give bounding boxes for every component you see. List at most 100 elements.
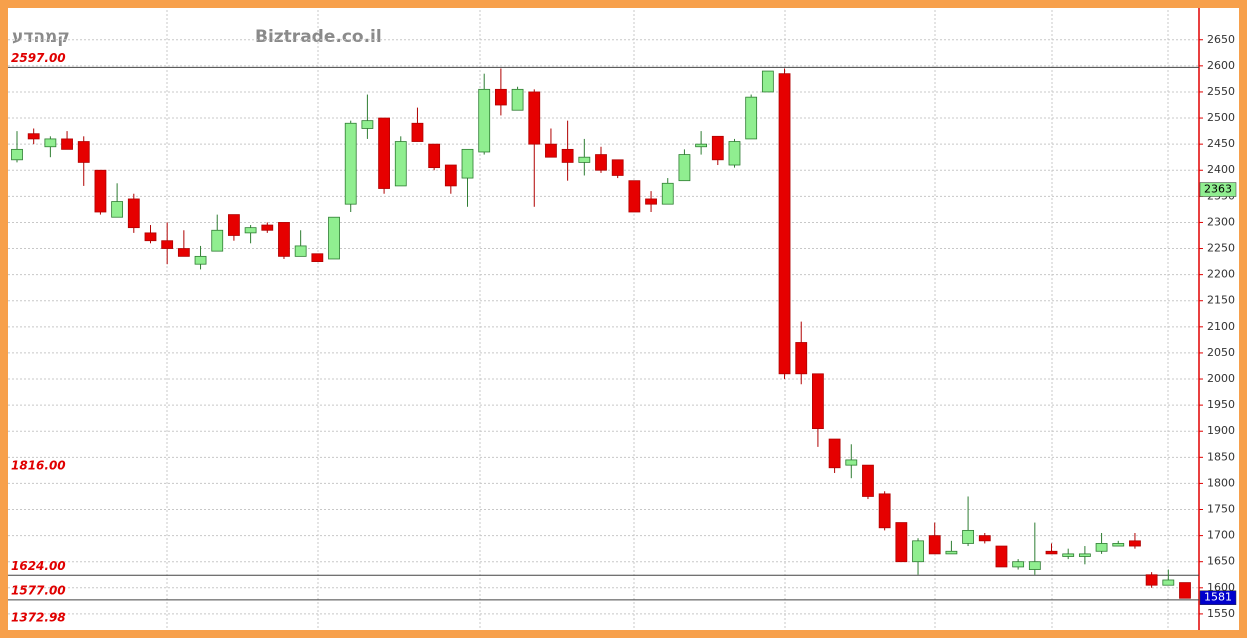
- price-badge: [1199, 590, 1237, 605]
- candle-body: [1112, 543, 1125, 547]
- candle-body: [1045, 550, 1058, 555]
- level-label: 1624.00: [11, 559, 66, 573]
- candle-body: [611, 159, 624, 176]
- candle-body: [1095, 543, 1108, 552]
- candle-body: [1162, 579, 1175, 586]
- candle-body: [1062, 553, 1075, 557]
- candle-body: [177, 248, 190, 257]
- candle-body: [1012, 561, 1025, 568]
- candle-body: [411, 122, 424, 142]
- candle-body: [628, 180, 641, 213]
- chart-title: קמהדע: [12, 27, 70, 47]
- candle-body: [361, 120, 374, 129]
- y-tick-label: 2200: [1207, 268, 1235, 281]
- candle-body: [878, 493, 891, 529]
- candle-body: [828, 438, 841, 469]
- y-tick-label: 2050: [1207, 346, 1235, 359]
- candle-body: [895, 522, 908, 563]
- candle-body: [545, 143, 557, 158]
- candle-body: [278, 222, 290, 257]
- price-badge-label: 1581: [1204, 591, 1232, 604]
- y-tick-label: 2250: [1207, 242, 1235, 255]
- candle-body: [678, 154, 691, 182]
- level-label: 1577.00: [11, 583, 66, 597]
- candle-body: [311, 253, 324, 262]
- candle-body: [561, 148, 574, 163]
- candle-body: [578, 156, 591, 163]
- candle-body: [745, 96, 758, 140]
- candle-body: [695, 143, 708, 148]
- candle-body: [261, 224, 274, 231]
- candle-body: [328, 216, 340, 260]
- y-tick-label: 1800: [1207, 476, 1235, 489]
- candle-body: [478, 88, 491, 153]
- y-tick-label: 2500: [1207, 111, 1235, 124]
- candle-body: [94, 169, 107, 213]
- candle-body: [378, 117, 390, 189]
- level-label: 1816.00: [11, 459, 66, 473]
- candle-body: [711, 135, 724, 161]
- candle-body: [294, 245, 307, 257]
- candle-body: [778, 73, 791, 375]
- candle-body: [1145, 574, 1158, 586]
- y-tick-label: 1750: [1207, 503, 1235, 516]
- level-label: 1372.98: [11, 611, 66, 625]
- candle-body: [44, 138, 57, 148]
- candle-body: [461, 148, 474, 179]
- candle-body: [344, 122, 357, 205]
- price-badge: [1199, 182, 1237, 197]
- y-tick-label: 2150: [1207, 294, 1235, 307]
- candle-body: [928, 535, 941, 555]
- candle-body: [812, 373, 824, 430]
- y-tick-label: 2000: [1207, 372, 1235, 385]
- candle-body: [761, 70, 774, 93]
- candle-body: [995, 545, 1008, 568]
- y-tick-label: 2400: [1207, 163, 1235, 176]
- candle-body: [1179, 582, 1191, 599]
- candle-body: [111, 201, 124, 218]
- candle-body: [511, 88, 524, 111]
- candle-body: [962, 529, 974, 544]
- y-tick-label: 1700: [1207, 529, 1235, 542]
- candle-body: [444, 164, 457, 187]
- y-tick-label: 2600: [1207, 59, 1235, 72]
- candle-body: [661, 182, 674, 205]
- candle-body: [528, 91, 541, 145]
- candle-body: [494, 88, 507, 106]
- candle-body: [27, 133, 40, 140]
- candle-body: [945, 550, 958, 555]
- candle-body: [244, 227, 257, 234]
- candle-body: [795, 342, 808, 375]
- candle-body: [428, 143, 441, 169]
- candle-body: [862, 464, 874, 497]
- candle-body: [61, 138, 73, 150]
- candle-body: [161, 240, 174, 249]
- candle-body: [728, 141, 741, 166]
- candle-body: [228, 214, 240, 236]
- candle-body: [595, 154, 607, 171]
- y-tick-label: 2100: [1207, 320, 1235, 333]
- candle-body: [645, 198, 657, 205]
- candle-body: [394, 141, 407, 187]
- chart-subtitle: Biztrade.co.il: [255, 27, 382, 47]
- candle-body: [845, 459, 858, 466]
- y-tick-label: 2450: [1207, 137, 1235, 150]
- candle-body: [1078, 553, 1091, 557]
- candle-body: [978, 535, 991, 542]
- candle-body: [11, 148, 23, 161]
- candle-body: [77, 141, 90, 163]
- candle-body: [144, 232, 157, 242]
- y-tick-label: 1650: [1207, 555, 1235, 568]
- candle-body: [1129, 540, 1141, 547]
- candle-body: [1028, 561, 1041, 570]
- candle-body: [912, 540, 924, 563]
- y-tick-label: 1950: [1207, 398, 1235, 411]
- y-tick-label: 2300: [1207, 215, 1235, 228]
- level-label: 2597.00: [11, 51, 66, 65]
- candle-body: [194, 255, 207, 265]
- y-tick-label: 1900: [1207, 424, 1235, 437]
- candle-body: [211, 229, 224, 252]
- y-tick-label: 1850: [1207, 450, 1235, 463]
